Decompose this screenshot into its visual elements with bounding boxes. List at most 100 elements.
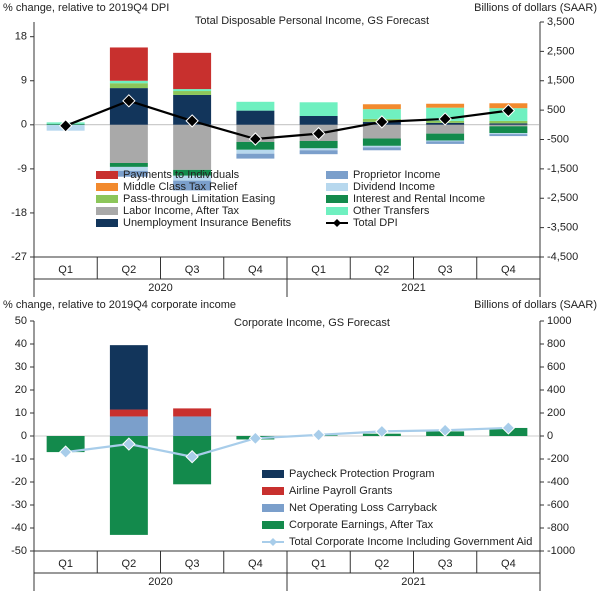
bar-segment [299, 140, 338, 149]
bar-segment [299, 102, 338, 116]
bar-segment [489, 124, 528, 127]
year-label: 2021 [401, 282, 425, 294]
y2-tick-label: -500 [547, 133, 569, 145]
y-tick-label: -40 [11, 522, 27, 534]
line [65, 99, 509, 141]
x-tick-label: Q4 [501, 264, 516, 276]
x-tick-label: Q1 [311, 558, 326, 570]
y2-tick-label: 400 [547, 384, 565, 396]
line [65, 426, 509, 458]
y2-tick-label: -200 [547, 453, 569, 465]
legend-swatch [262, 487, 284, 495]
legend-label: Total Corporate Income Including Governm… [289, 536, 532, 548]
y-tick-label: 40 [15, 338, 27, 350]
legend-label: Paycheck Protection Program [289, 468, 435, 480]
bar-segment [109, 47, 148, 81]
bar-segment [173, 124, 212, 170]
y-tick-label: -50 [11, 545, 27, 557]
bar-segment [489, 120, 528, 124]
bar-segment [173, 89, 212, 92]
line-marker [501, 103, 516, 118]
y2-tick-label: -3,500 [547, 222, 578, 234]
line-marker [122, 94, 136, 108]
bar-segment [426, 133, 465, 141]
bar-segment [173, 175, 212, 181]
line-marker [58, 445, 73, 459]
bar-segment [362, 145, 401, 148]
legend-swatch [96, 183, 118, 191]
y2-tick-label: -600 [547, 499, 569, 511]
line-marker [185, 114, 199, 128]
y2-tick-label: -800 [547, 522, 569, 534]
legend-label: Middle Class Tax Relief [123, 181, 238, 193]
x-tick-label: Q3 [185, 264, 200, 276]
y-tick-label: 30 [15, 361, 27, 373]
y2-tick-label: 800 [547, 338, 565, 350]
bar-segment [109, 83, 148, 89]
bar-segment [109, 163, 148, 167]
bar-segment [362, 138, 401, 146]
y2-tick-label: 600 [547, 361, 565, 373]
legend-swatch [96, 207, 118, 215]
bar-segment [109, 436, 148, 535]
legend-swatch [96, 171, 118, 179]
line-marker [438, 423, 452, 437]
legend-label: Net Operating Loss Carryback [289, 502, 437, 514]
bar-segment [46, 436, 85, 453]
y2-tick-label: 0 [547, 430, 553, 442]
chart-title: Total Disposable Personal Income, GS For… [195, 15, 429, 27]
line-marker [375, 115, 389, 129]
line-marker [375, 424, 389, 439]
line-marker [122, 437, 136, 451]
bar-segment [236, 101, 275, 111]
legend-label: Dividend Income [353, 181, 435, 193]
legend-label: Proprietor Income [353, 169, 440, 181]
y2-tick-label: -2,500 [547, 192, 578, 204]
y-tick-label: 20 [15, 384, 27, 396]
legend-label: Interest and Rental Income [353, 193, 485, 205]
legend-label: Pass-through Limitation Easing [123, 193, 275, 205]
legend-label: Labor Income, After Tax [123, 205, 239, 217]
line-marker [501, 421, 516, 435]
y2-tick-label: 200 [547, 407, 565, 419]
bar-segment [173, 91, 212, 95]
y-tick-label: -9 [17, 163, 27, 175]
x-tick-label: Q2 [122, 264, 137, 276]
y-axis-label: % change, relative to 2019Q4 corporate i… [3, 299, 236, 311]
line-marker [311, 126, 326, 141]
bar-segment [489, 133, 528, 135]
bar-segment [489, 123, 528, 125]
chart-title: Corporate Income, GS Forecast [234, 317, 390, 329]
y-axis-label: % change, relative to 2019Q4 DPI [3, 2, 169, 14]
legend-label: Other Transfers [353, 205, 430, 217]
legend-label: Corporate Earnings, After Tax [289, 519, 434, 531]
bar-segment [109, 170, 148, 177]
bar-segment [173, 52, 212, 90]
line-marker [185, 449, 199, 464]
bar-segment [236, 110, 275, 125]
y2-tick-label: -4,500 [547, 251, 578, 263]
y2-tick-label: -400 [547, 476, 569, 488]
bar-segment [299, 116, 338, 125]
bar-segment [109, 345, 148, 410]
y2-tick-label: 500 [547, 104, 565, 116]
bar-segment [299, 150, 338, 155]
legend-label: Airline Payroll Grants [289, 485, 393, 497]
bar-segment [109, 409, 148, 417]
y-tick-label: -18 [11, 207, 27, 219]
bar-segment [173, 408, 212, 417]
line-marker [248, 431, 263, 446]
legend-label: Unemployment Insurance Benefits [123, 217, 292, 229]
bar-segment [362, 109, 401, 119]
y-tick-label: 0 [21, 430, 27, 442]
legend-marker [333, 219, 341, 227]
x-tick-label: Q2 [375, 558, 390, 570]
legend-marker [269, 538, 277, 546]
y2-tick-label: -1000 [547, 545, 575, 557]
y2-tick-label: 1,500 [547, 75, 575, 87]
y-tick-label: 0 [21, 119, 27, 131]
bar-segment [173, 169, 212, 176]
y-tick-label: 10 [15, 407, 27, 419]
bar-segment [109, 124, 148, 163]
